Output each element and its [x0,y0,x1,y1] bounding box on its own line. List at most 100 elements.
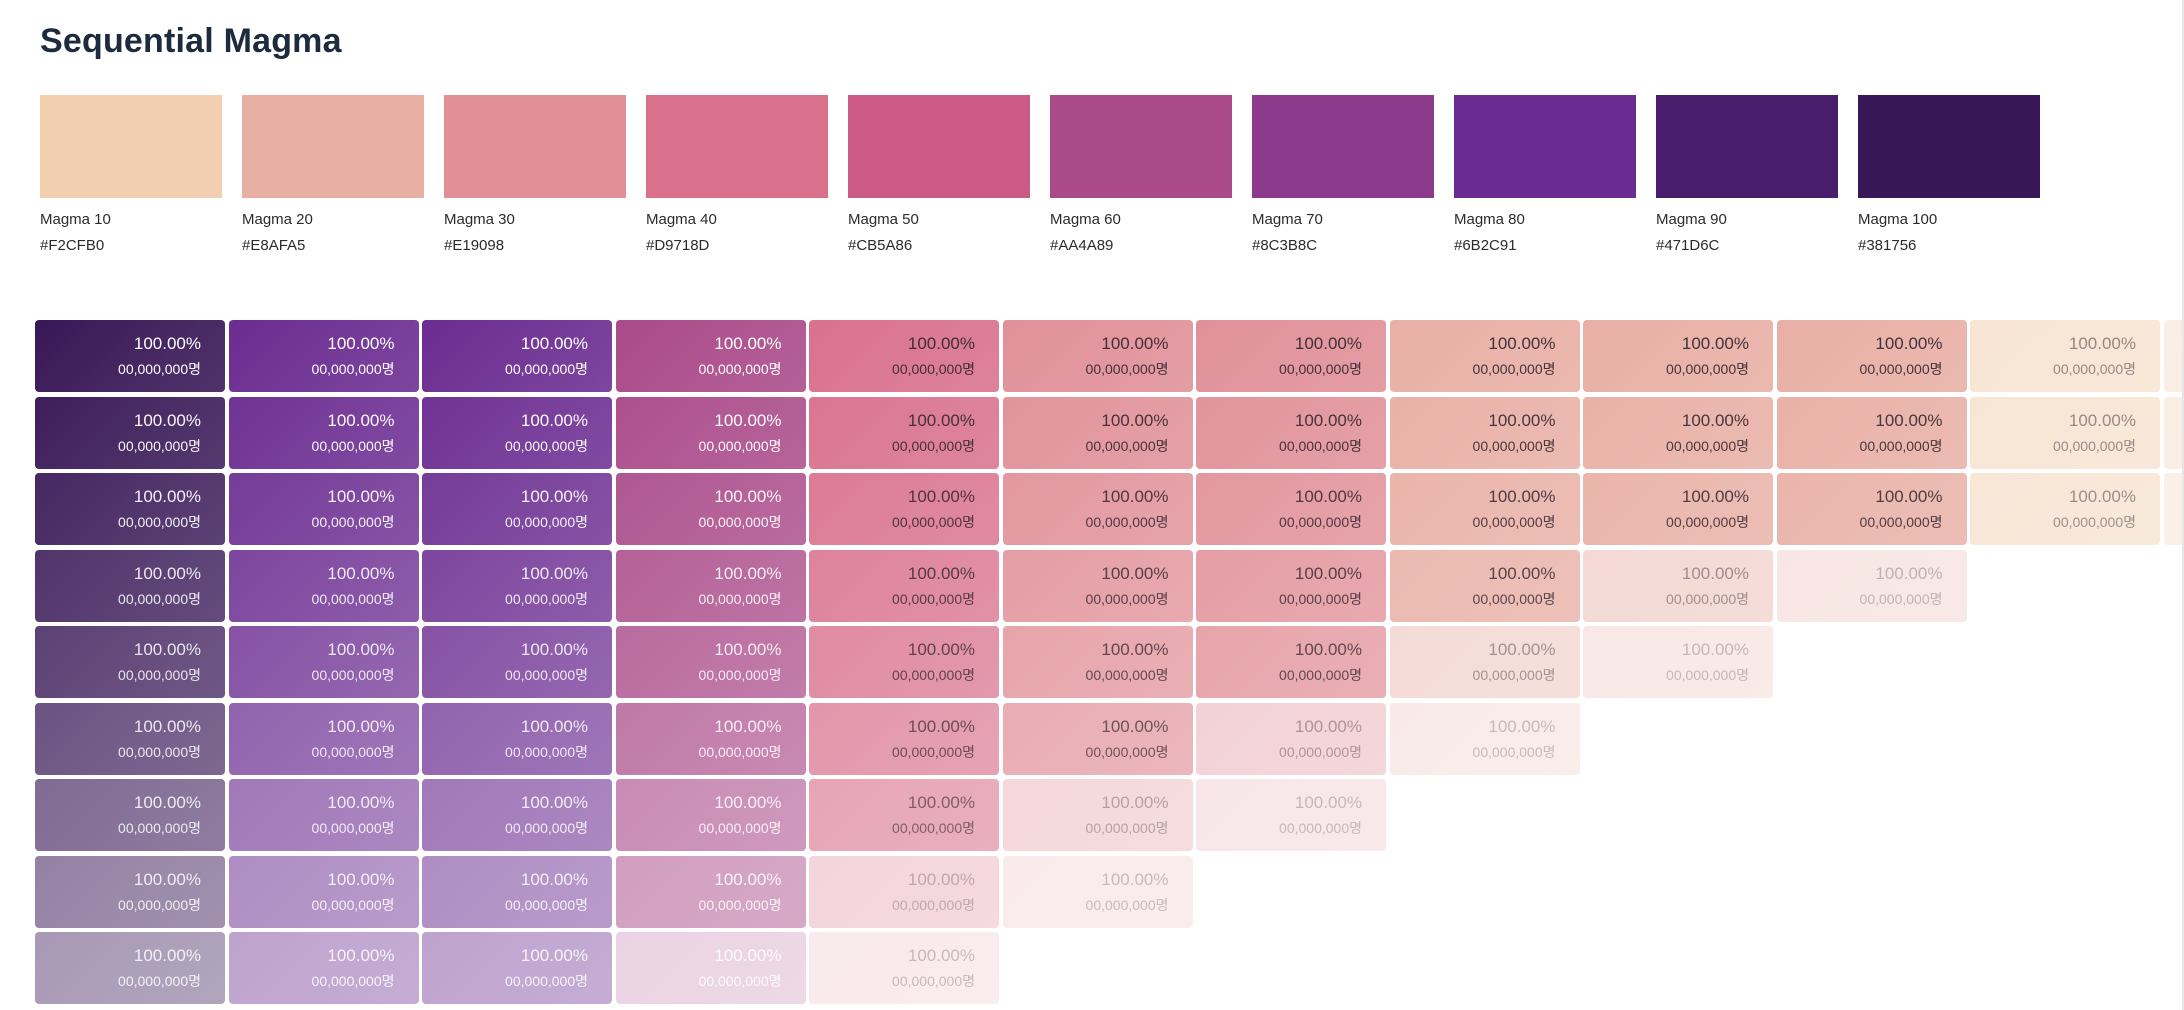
cell-count: 00,000,000명 [311,973,395,989]
cell-count: 00,000,000명 [118,590,201,607]
cell-count: 00,000,000명 [698,973,782,989]
grid-cell: 100.00% 00,000,000명 [1196,320,1386,392]
cell-count: 00,000,000명 [118,514,201,530]
cell-count: 00,000,000명 [1279,667,1362,683]
cell-count: 00,000,000명 [311,437,395,454]
grid-cell: 100.00% 00,000,000명 [422,702,612,775]
grid-cell: 100.00% 00,000,000명 [1776,320,1967,392]
cell-percent: 100.00% [714,793,782,812]
swatch-70: Magma 70 #8C3B8C [1252,95,1434,254]
cell-count: 00,000,000명 [892,896,975,913]
swatch-color-box [1656,95,1838,198]
grid-cell: 100.00% 00,000,000명 [1970,320,2160,392]
cell-count: 00,000,000명 [2053,361,2136,377]
cell-percent: 100.00% [1681,410,1749,430]
cell-percent: 100.00% [714,716,782,736]
cell-percent: 100.00% [714,869,782,889]
cell-count: 00,000,000명 [698,361,782,377]
swatch-color-box [646,95,828,198]
cell-percent: 100.00% [327,793,395,812]
swatch-30: Magma 30 #E19098 [444,95,626,254]
cell-count: 00,000,000명 [892,590,975,607]
scrollbar-track[interactable] [2182,0,2184,1010]
cell-percent: 100.00% [1488,334,1556,353]
cell-count: 00,000,000명 [698,743,782,760]
cell-count: 00,000,000명 [2164,514,2184,530]
cell-count: 00,000,000명 [505,896,588,913]
cell-percent: 100.00% [520,869,588,889]
grid-cell: 100.00% 00,000,000명 [422,549,612,622]
grid-cell: 100.00% 00,000,000명 [1002,855,1193,928]
grid-cell: 100.00% 00,000,000명 [1583,549,1773,622]
cell-count: 00,000,000명 [1666,437,1749,454]
swatch-10: Magma 10 #F2CFB0 [40,95,222,254]
cell-percent: 100.00% [1294,563,1362,583]
cell-percent: 100.00% [327,563,395,583]
cell-count: 00,000,000명 [1472,743,1556,760]
grid-cell: 100.00% 00,000,000명 [2163,320,2184,392]
cell-count: 00,000,000명 [1666,590,1749,607]
grid-cell: 100.00% 00,000,000명 [1583,320,1773,392]
cell-count: 00,000,000명 [1085,667,1169,683]
grid-cell: 100.00% 00,000,000명 [809,855,999,928]
cell-count: 00,000,000명 [1085,437,1169,454]
cell-count: 00,000,000명 [1472,667,1556,683]
swatch-name: Magma 100 [1858,211,1938,228]
swatch-name: Magma 70 [1252,211,1323,228]
cell-percent: 100.00% [1101,563,1169,583]
grid-cell: 100.00% 00,000,000명 [615,473,806,545]
cell-percent: 100.00% [133,334,201,353]
cell-count: 00,000,000명 [505,590,588,607]
grid-cell: 100.00% 00,000,000명 [422,320,612,392]
grid-cell: 100.00% 00,000,000명 [228,626,419,698]
grid-cell: 100.00% 00,000,000명 [2163,473,2184,545]
grid-cell: 100.00% 00,000,000명 [422,396,612,469]
grid-cell: 100.00% 00,000,000명 [615,855,806,928]
cell-percent: 100.00% [907,946,975,965]
cell-count: 00,000,000명 [118,361,201,377]
cell-percent: 100.00% [1488,640,1556,659]
cell-percent: 100.00% [1681,640,1749,659]
cell-percent: 100.00% [714,640,782,659]
grid-cell: 100.00% 00,000,000명 [1002,779,1193,851]
cell-percent: 100.00% [1488,487,1556,506]
cell-count: 00,000,000명 [1666,514,1749,530]
cell-count: 00,000,000명 [1279,514,1362,530]
cell-percent: 100.00% [133,716,201,736]
cell-percent: 100.00% [133,869,201,889]
grid-cell: 100.00% 00,000,000명 [615,702,806,775]
swatch-hex: #8C3B8C [1252,237,1318,254]
grid-cell: 100.00% 00,000,000명 [1002,702,1193,775]
cell-count: 00,000,000명 [1666,361,1749,377]
cell-count: 00,000,000명 [118,667,201,683]
cell-percent: 100.00% [1875,334,1943,353]
cell-percent: 100.00% [2068,487,2136,506]
cell-percent: 100.00% [133,410,201,430]
cell-count: 00,000,000명 [892,820,975,836]
grid-cell: 100.00% 00,000,000명 [1583,396,1773,469]
cell-count: 00,000,000명 [118,896,201,913]
cell-count: 00,000,000명 [311,514,395,530]
grid-cell: 100.00% 00,000,000명 [1196,473,1386,545]
grid-cell: 100.00% 00,000,000명 [35,702,225,775]
cell-count: 00,000,000명 [505,973,588,989]
swatch-name: Magma 30 [444,211,515,228]
grid-cell: 100.00% 00,000,000명 [228,473,419,545]
cell-percent: 100.00% [1681,334,1749,353]
grid-cell: 100.00% 00,000,000명 [422,626,612,698]
grid-cell: 100.00% 00,000,000명 [2163,396,2184,469]
cell-percent: 100.00% [2164,397,2184,431]
swatch-name: Magma 60 [1050,211,1121,228]
cell-count: 00,000,000명 [1279,820,1362,836]
grid-cell: 100.00% 00,000,000명 [1196,396,1386,469]
swatch-color-box [848,95,1030,198]
cell-percent: 100.00% [2164,473,2184,507]
cell-percent: 100.00% [520,793,588,812]
swatch-name: Magma 90 [1656,211,1727,228]
cell-count: 00,000,000명 [698,514,782,530]
cell-percent: 100.00% [907,640,975,659]
swatch-hex: #F2CFB0 [40,237,105,254]
cell-count: 00,000,000명 [698,590,782,607]
cell-count: 00,000,000명 [892,973,975,989]
cell-percent: 100.00% [520,334,588,353]
